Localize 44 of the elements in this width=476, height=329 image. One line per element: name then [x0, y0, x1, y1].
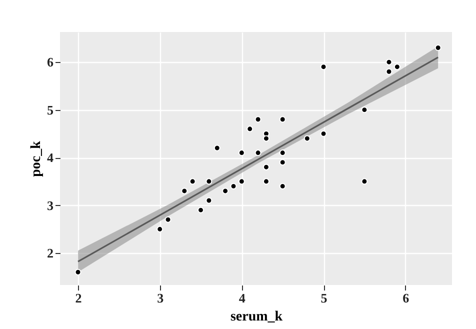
point [262, 178, 270, 185]
point [206, 197, 212, 204]
point [156, 226, 164, 232]
point [246, 126, 254, 132]
y-tick-label: 2 [47, 246, 54, 261]
point [254, 116, 262, 123]
point [434, 44, 442, 51]
point [189, 178, 196, 185]
x-tick-label: 6 [402, 290, 410, 306]
point [74, 268, 82, 276]
point [262, 164, 270, 170]
point [262, 135, 270, 142]
point [214, 144, 220, 152]
point [320, 130, 327, 137]
y-axis-title: poc_k [29, 140, 44, 177]
point [206, 178, 212, 185]
point [279, 159, 286, 166]
y-tick-label: 3 [47, 198, 54, 213]
y-tick-label: 6 [47, 54, 54, 70]
point [238, 178, 245, 185]
point [230, 182, 237, 190]
point [361, 178, 368, 185]
point [279, 116, 286, 123]
point [279, 150, 286, 156]
point [304, 135, 310, 142]
point [222, 188, 229, 194]
point [238, 150, 245, 156]
y-tick-label: 5 [47, 102, 54, 118]
x-tick-label: 3 [157, 290, 164, 306]
point [279, 182, 286, 190]
point [394, 64, 400, 70]
x-tick-label: 5 [320, 290, 328, 306]
point [386, 68, 392, 75]
point [386, 58, 392, 66]
point [181, 188, 188, 194]
x-tick-label: 2 [75, 290, 82, 306]
x-tick-label: 4 [238, 290, 246, 306]
point [361, 106, 368, 114]
point [164, 216, 172, 223]
point [320, 64, 327, 70]
point [254, 150, 262, 156]
x-axis-title: serum_k [230, 310, 283, 324]
point [198, 206, 204, 214]
y-tick-label: 4 [47, 150, 54, 166]
